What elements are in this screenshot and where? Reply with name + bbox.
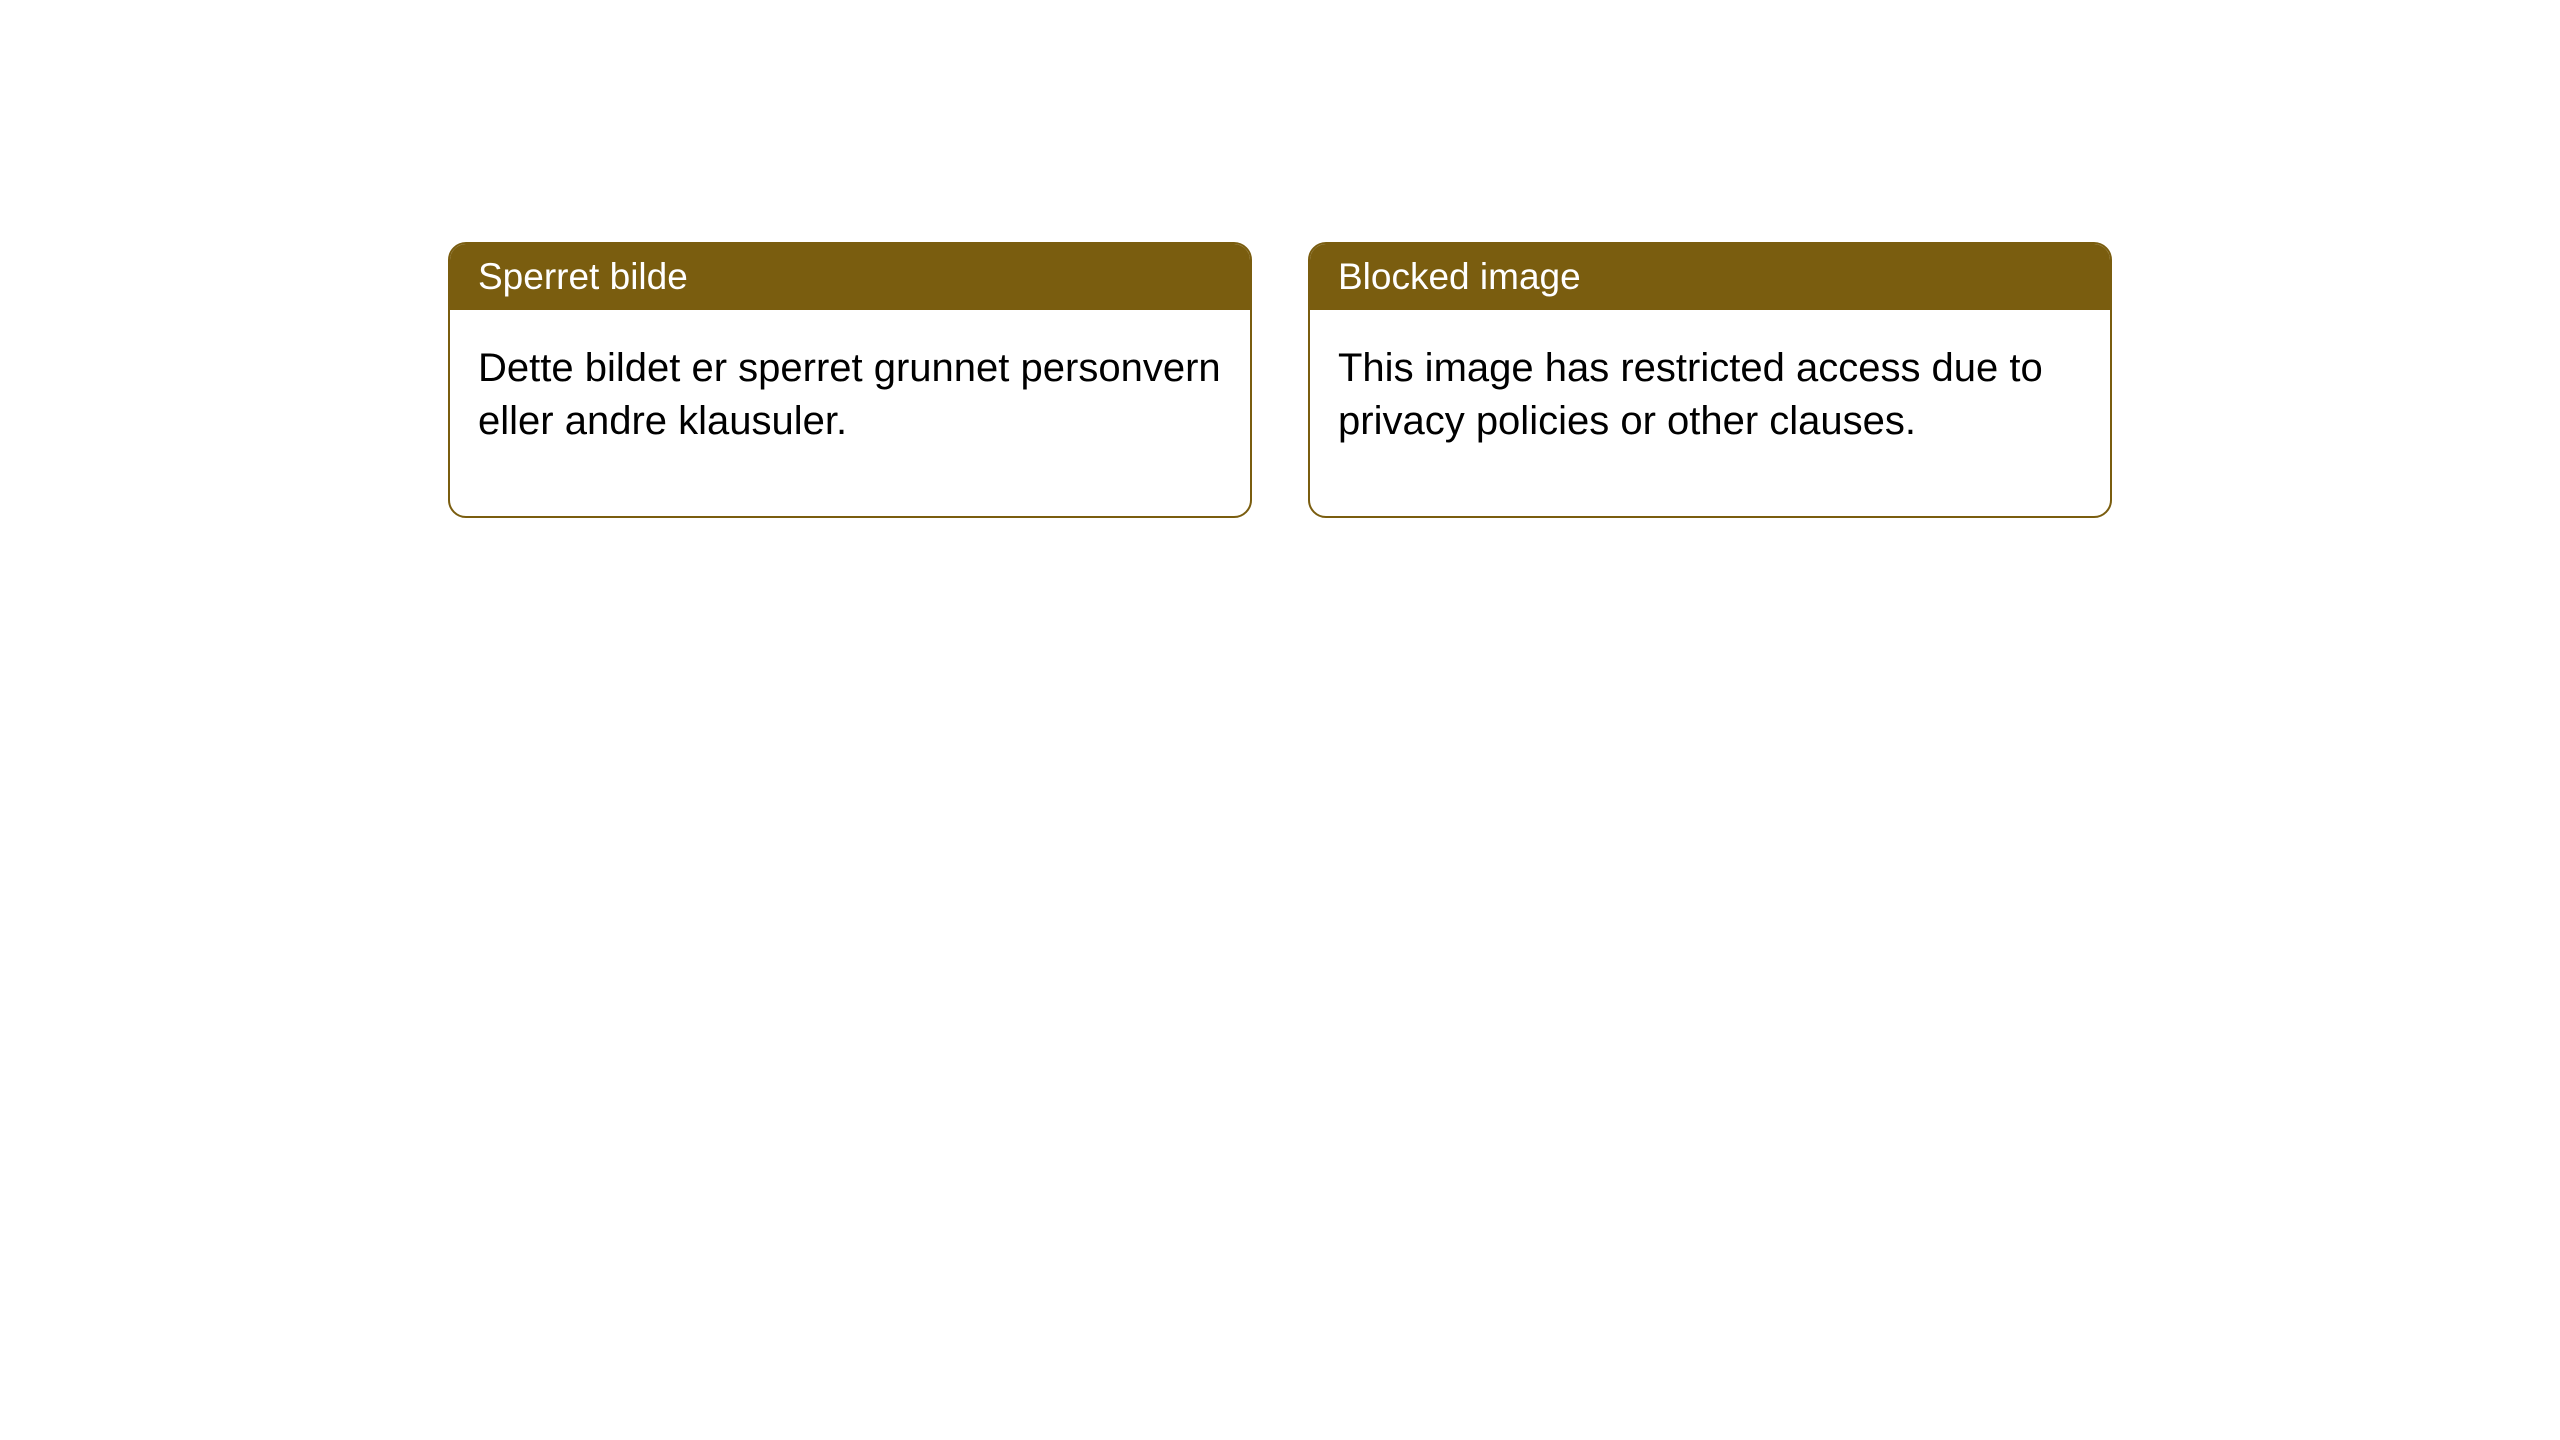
notice-header-norwegian: Sperret bilde bbox=[450, 244, 1250, 310]
notice-body-english: This image has restricted access due to … bbox=[1310, 310, 2110, 516]
notice-text-english: This image has restricted access due to … bbox=[1338, 346, 2043, 443]
notice-text-norwegian: Dette bildet er sperret grunnet personve… bbox=[478, 346, 1221, 443]
notice-title-english: Blocked image bbox=[1338, 256, 1581, 297]
notice-title-norwegian: Sperret bilde bbox=[478, 256, 688, 297]
notice-body-norwegian: Dette bildet er sperret grunnet personve… bbox=[450, 310, 1250, 516]
notice-header-english: Blocked image bbox=[1310, 244, 2110, 310]
notice-container: Sperret bilde Dette bildet er sperret gr… bbox=[448, 242, 2112, 518]
notice-card-english: Blocked image This image has restricted … bbox=[1308, 242, 2112, 518]
notice-card-norwegian: Sperret bilde Dette bildet er sperret gr… bbox=[448, 242, 1252, 518]
